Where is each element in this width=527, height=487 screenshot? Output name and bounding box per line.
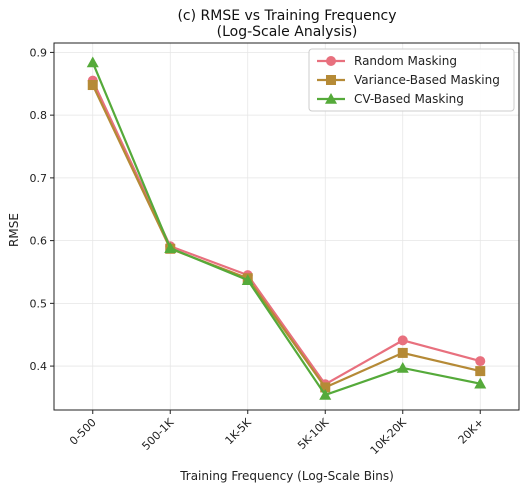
data-point bbox=[86, 56, 99, 68]
x-tick-label: 20K+ bbox=[456, 416, 487, 447]
data-point bbox=[475, 356, 486, 367]
legend-label: Random Masking bbox=[354, 54, 457, 68]
data-point bbox=[241, 274, 254, 285]
legend-marker bbox=[326, 75, 336, 85]
chart-title: (c) RMSE vs Training Frequency (Log-Scal… bbox=[177, 8, 396, 40]
x-tick-label: 500-1K bbox=[139, 415, 176, 452]
data-point bbox=[396, 361, 409, 373]
x-tick-label: 0-500 bbox=[67, 416, 99, 448]
y-tick-label: 0.8 bbox=[30, 109, 48, 122]
data-point bbox=[87, 80, 98, 91]
y-tick-label: 0.9 bbox=[30, 46, 48, 59]
data-point bbox=[397, 347, 408, 358]
series-group bbox=[86, 56, 487, 400]
y-tick-label: 0.6 bbox=[30, 235, 48, 248]
y-tick-label: 0.4 bbox=[30, 360, 48, 373]
x-tick-label: 5K-10K bbox=[295, 415, 332, 452]
data-point bbox=[475, 366, 486, 377]
legend: Random Masking Variance-Based Masking CV-B… bbox=[308, 48, 515, 112]
y-axis-label: RMSE bbox=[7, 213, 21, 247]
legend-label: Variance-Based Masking bbox=[354, 73, 500, 87]
series-line bbox=[91, 84, 481, 389]
y-tick-label: 0.7 bbox=[30, 172, 48, 185]
legend-marker bbox=[325, 93, 337, 104]
series-circle bbox=[87, 75, 486, 390]
series-triangle bbox=[86, 56, 487, 400]
legend-box bbox=[308, 48, 515, 112]
data-point bbox=[397, 335, 408, 346]
data-point bbox=[164, 242, 177, 253]
plot-frame bbox=[53, 42, 520, 411]
chart-title-line-1: (c) RMSE vs Training Frequency bbox=[177, 8, 396, 24]
data-point bbox=[319, 388, 332, 400]
legend-marker bbox=[326, 56, 336, 66]
chart-title-line-2: (Log-Scale Analysis) bbox=[217, 24, 358, 40]
x-tick-label: 1K-5K bbox=[223, 415, 255, 447]
series-line bbox=[91, 62, 481, 397]
y-tick-label: 0.5 bbox=[30, 297, 48, 310]
data-point bbox=[474, 377, 487, 389]
legend-label: CV-Based Masking bbox=[354, 92, 464, 106]
data-point bbox=[320, 382, 331, 393]
x-axis-label: Training Frequency (Log-Scale Bins) bbox=[179, 469, 394, 483]
x-tick-label: 10K-20K bbox=[368, 415, 410, 457]
